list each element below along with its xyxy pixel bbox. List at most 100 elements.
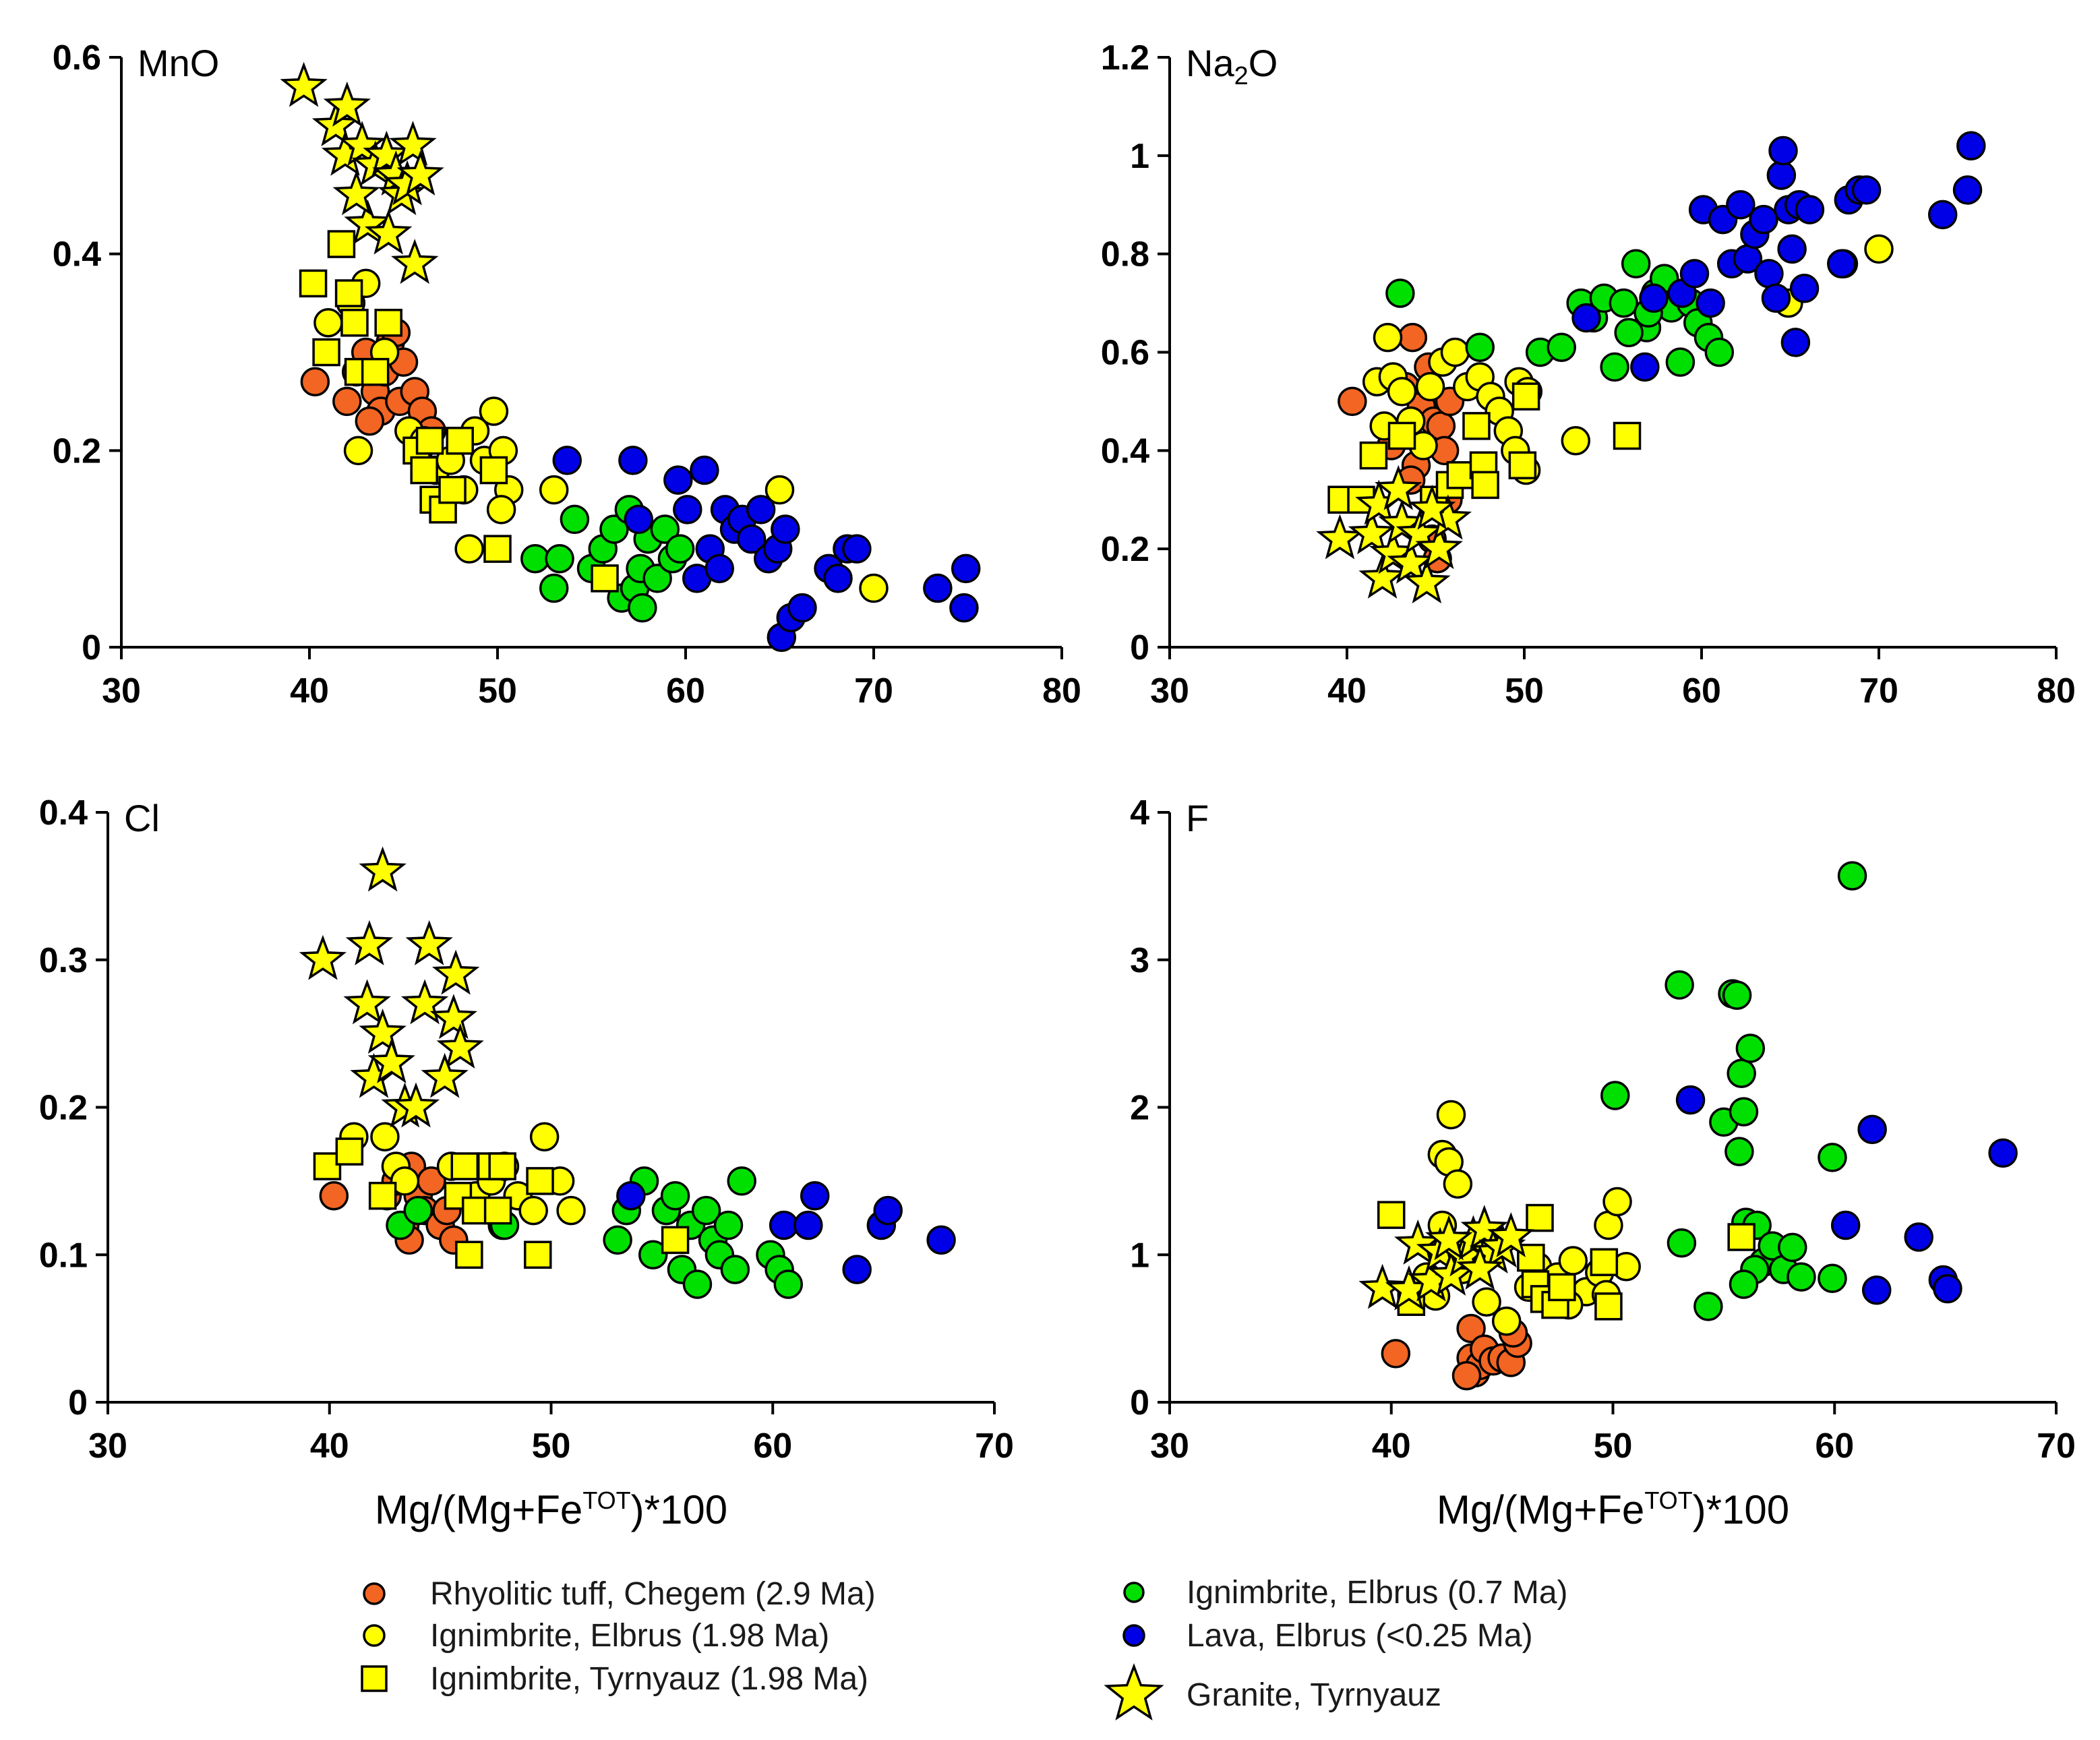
data-point: [665, 534, 695, 564]
data-point: [873, 1195, 903, 1226]
data-point: [479, 396, 509, 426]
data-point: [299, 934, 347, 980]
data-point: [1727, 1058, 1756, 1088]
x-tick-label: 60: [666, 671, 705, 711]
legend-item-ignimbrite-elbrus-07: Ignimbrite, Elbrus (0.7 Ma): [1123, 1575, 1568, 1611]
data-point: [1385, 278, 1415, 308]
data-point: [1451, 1360, 1482, 1391]
x-tick-label: 70: [2037, 1427, 2076, 1466]
x-tick-label: 30: [102, 671, 141, 711]
data-point: [483, 1196, 512, 1225]
y-tick-label: 3: [1130, 941, 1149, 980]
data-point: [529, 1122, 560, 1151]
data-point: [1726, 190, 1756, 220]
data-point: [1508, 451, 1537, 479]
data-point: [1787, 1262, 1816, 1292]
data-point: [300, 367, 330, 396]
legend-item-lava: Lava, Elbrus (<0.25 Ma): [1122, 1618, 1533, 1654]
data-point: [642, 564, 672, 593]
data-point: [1443, 1169, 1473, 1199]
data-point: [660, 1181, 690, 1211]
data-point: [1358, 1263, 1406, 1309]
data-point: [1724, 1137, 1754, 1166]
data-point: [1851, 175, 1882, 205]
data-point: [1818, 1143, 1847, 1172]
series-ignimbrite-tyrnyauz: [1377, 1201, 1756, 1321]
data-point: [524, 1240, 552, 1269]
data-point: [1789, 273, 1820, 303]
data-point: [616, 1181, 646, 1211]
data-point: [539, 475, 569, 505]
data-point: [1462, 412, 1491, 440]
data-point: [638, 1240, 668, 1269]
data-point: [334, 279, 363, 307]
data-point: [1387, 538, 1435, 584]
x-tick-label: 30: [88, 1427, 127, 1466]
data-point: [1358, 553, 1406, 599]
data-point: [926, 1225, 956, 1255]
data-point: [526, 1167, 554, 1195]
data-point: [800, 1181, 830, 1211]
data-point: [390, 1166, 420, 1196]
data-point: [1621, 249, 1651, 278]
legend-label: Lava, Elbrus (<0.25 Ma): [1187, 1618, 1533, 1654]
data-point: [1526, 1203, 1554, 1232]
x-axis-title: Mg/(Mg+FeTOT)*100: [375, 1487, 727, 1532]
data-point: [1387, 421, 1416, 450]
data-point: [650, 514, 680, 544]
data-point: [410, 456, 438, 485]
data-point: [661, 1226, 690, 1255]
x-axis-title: Mg/(Mg+FeTOT)*100: [1437, 1487, 1789, 1532]
data-point: [769, 1210, 799, 1240]
panel-label: F: [1186, 797, 1209, 839]
series-lava: [552, 446, 981, 653]
data-point: [1704, 337, 1735, 367]
data-point: [1639, 283, 1669, 313]
data-point: [1460, 1205, 1509, 1251]
series-ignimbrite-tyrnyauz: [1327, 382, 1642, 514]
data-point: [327, 230, 356, 258]
data-point: [421, 1052, 469, 1098]
data-point: [793, 1210, 823, 1240]
data-point: [363, 130, 411, 176]
legend: Rhyolitic tuff, Chegem (2.9 Ma) Ignimbrit…: [361, 1575, 1568, 1721]
data-point: [1465, 332, 1495, 362]
data-point: [720, 1255, 750, 1284]
data-point: [1425, 1215, 1473, 1261]
data-point: [332, 170, 380, 216]
data-point: [1338, 386, 1367, 417]
y-tick-label: 0.2: [53, 431, 101, 471]
data-point: [691, 1195, 721, 1226]
data-point: [1778, 1232, 1807, 1263]
data-point: [1373, 322, 1403, 353]
series-lava: [1571, 131, 1986, 382]
y-tick-label: 0: [1130, 1383, 1149, 1422]
data-point: [391, 239, 439, 284]
data-point: [355, 406, 385, 436]
data-point: [364, 209, 413, 255]
data-point: [599, 514, 629, 544]
data-point: [1446, 461, 1475, 489]
data-point: [446, 427, 474, 455]
data-point: [429, 994, 478, 1040]
data-point: [1768, 136, 1798, 166]
legend-item-ignimbrite-elbrus-198: Ignimbrite, Elbrus (1.98 Ma): [363, 1618, 829, 1654]
data-point: [1614, 318, 1644, 348]
x-tick-label: 40: [290, 671, 329, 711]
x-tick-label: 40: [1372, 1427, 1411, 1466]
data-point: [746, 495, 776, 524]
y-tick-label: 1: [1130, 1236, 1149, 1275]
data-point: [1766, 160, 1797, 190]
data-point: [704, 553, 734, 584]
data-point: [1613, 421, 1642, 450]
data-point: [823, 564, 853, 593]
data-point: [396, 150, 444, 196]
x-tick-label: 60: [753, 1427, 792, 1466]
panel-label: Cl: [124, 797, 160, 839]
data-point: [713, 1210, 744, 1240]
data-point: [518, 1195, 548, 1226]
data-point: [1735, 1033, 1766, 1063]
data-point: [949, 593, 979, 623]
legend-marker: [363, 1582, 386, 1605]
series-ignimbrite-elbrus-07: [1600, 861, 1867, 1321]
